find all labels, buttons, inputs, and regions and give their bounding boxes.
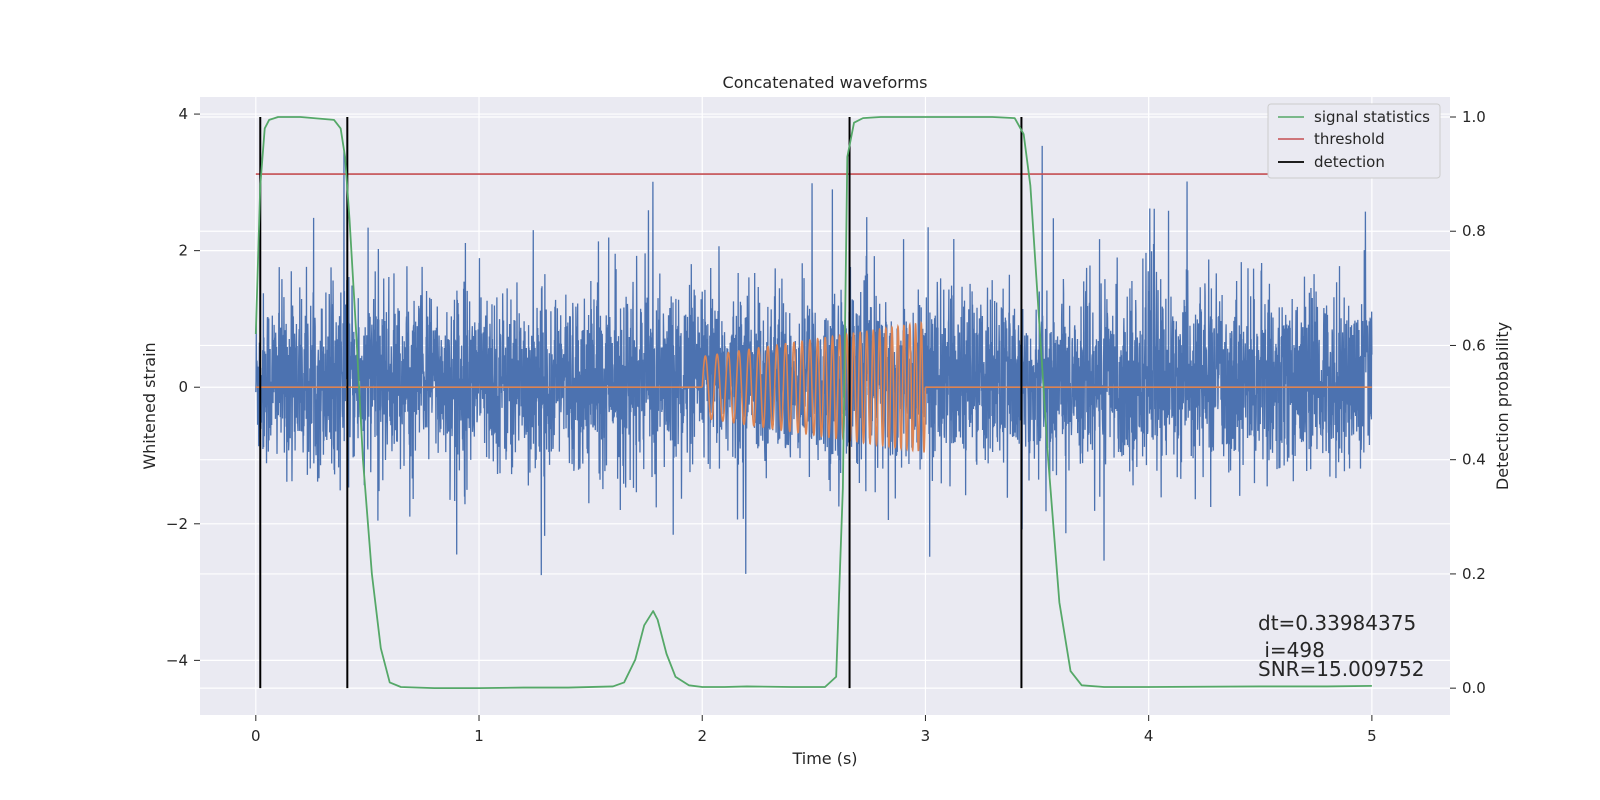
- y-axis-label-right: Detection probability: [1493, 322, 1512, 490]
- annotation-snr: SNR=15.009752: [1258, 657, 1424, 681]
- y-tick-label: 4: [178, 105, 188, 123]
- legend-label-signal-statistics: signal statistics: [1314, 108, 1430, 126]
- x-tick-label: 2: [697, 727, 707, 745]
- y-right-tick-label: 0.0: [1462, 679, 1486, 697]
- axes: 0 1 2 3 4 5 4 2 0 −2 −4 1.0 0.8 0.6 0.4 0.2 0.0: [166, 105, 1486, 745]
- grid: [200, 97, 1450, 715]
- strain-series: [255, 145, 1373, 576]
- legend-box: [1267, 103, 1441, 179]
- y-right-tick-label: 1.0: [1462, 108, 1486, 126]
- annotations: dt=0.33984375 i=498 SNR=15.009752: [1258, 611, 1424, 681]
- template-series: [255, 320, 1372, 453]
- x-tick-label: 1: [474, 727, 484, 745]
- x-tick-label: 4: [1144, 727, 1154, 745]
- data-layer: [254, 116, 1395, 690]
- y-tick-label: −4: [166, 651, 188, 669]
- signal-statistics-series: [254, 116, 1372, 690]
- y-axis-label: Whitened strain: [140, 342, 159, 469]
- annotation-dt: dt=0.33984375: [1258, 611, 1416, 635]
- y-right-tick-label: 0.2: [1462, 565, 1486, 583]
- y-tick-label: 0: [178, 378, 188, 396]
- legend-label-detection: detection: [1314, 153, 1385, 171]
- y-tick-label: 2: [178, 242, 188, 260]
- legend-label-threshold: threshold: [1314, 130, 1385, 148]
- x-tick-label: 0: [251, 727, 261, 745]
- x-tick-label: 3: [921, 727, 931, 745]
- y-right-tick-label: 0.4: [1462, 451, 1486, 469]
- legend: signal statistics threshold detection: [1267, 103, 1441, 179]
- x-axis-label: Time (s): [791, 749, 857, 768]
- y-right-tick-label: 0.6: [1462, 336, 1486, 354]
- y-tick-label: −2: [166, 515, 188, 533]
- chart-title: Concatenated waveforms: [723, 73, 928, 92]
- y-right-tick-label: 0.8: [1462, 222, 1486, 240]
- annotation-i: i=498: [1258, 638, 1325, 662]
- x-tick-label: 5: [1367, 727, 1377, 745]
